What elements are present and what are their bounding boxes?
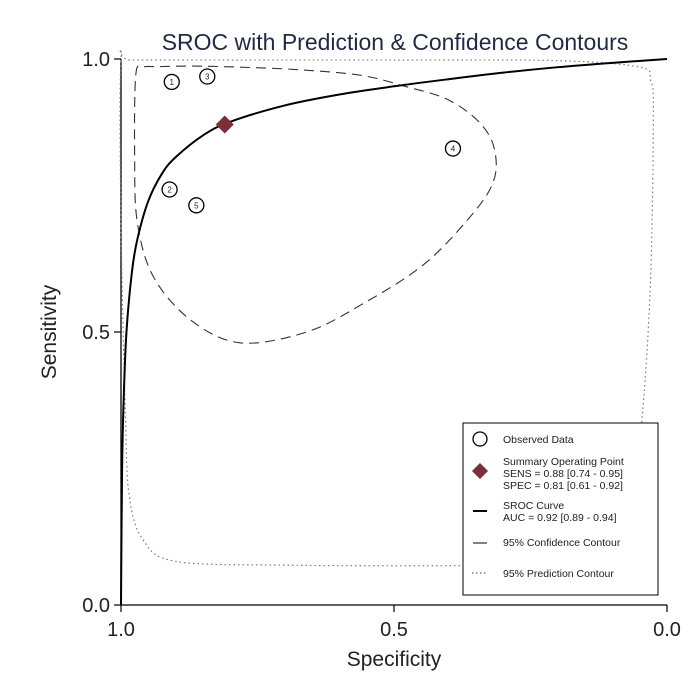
legend-sroc-title: SROC Curve [503, 500, 564, 512]
legend-confidence-label: 95% Confidence Contour [503, 537, 621, 549]
chart-title: SROC with Prediction & Confidence Contou… [162, 29, 629, 55]
legend-observed-label: Observed Data [503, 434, 574, 446]
study-marker [188, 197, 205, 214]
study-marker [161, 181, 178, 198]
study-label: 4 [451, 145, 456, 154]
y-tick-label: 0.5 [82, 322, 110, 344]
study-marker [163, 73, 180, 91]
study-label: 3 [205, 72, 210, 81]
study-point: 4 [444, 140, 462, 157]
legend-summary-sens: SENS = 0.88 [0.74 - 0.95] [503, 468, 623, 480]
legend-summary-marker [472, 463, 488, 479]
confidence-contour [133, 65, 497, 344]
x-tick-label: 0.0 [653, 619, 681, 641]
legend: Observed Data Summary Operating Point SE… [462, 422, 659, 596]
axis-ticks: 1.0 0.5 0.0 0.0 0.5 1.0 [82, 49, 681, 641]
study-point: 3 [199, 68, 216, 85]
study-label: 1 [170, 78, 175, 87]
legend-observed-marker [472, 431, 488, 447]
sroc-curve [120, 58, 668, 606]
summary-operating-point [215, 115, 234, 134]
study-point: 2 [161, 181, 178, 198]
prediction-contour [119, 48, 654, 568]
study-marker [199, 68, 216, 85]
study-marker [444, 140, 462, 157]
y-axis-label: Sensitivity [38, 284, 61, 379]
study-point: 5 [188, 197, 205, 214]
y-tick-label: 0.0 [82, 595, 110, 617]
legend-summary-title: Summary Operating Point [503, 456, 624, 468]
legend-prediction-label: 95% Prediction Contour [503, 568, 614, 580]
study-point: 1 [163, 73, 180, 91]
legend-sroc-auc: AUC = 0.92 [0.89 - 0.94] [503, 512, 617, 524]
x-axis-label: Specificity [347, 648, 442, 671]
x-tick-label: 0.5 [380, 619, 408, 641]
plot-area: 1 3 4 2 5 [119, 48, 668, 606]
study-label: 2 [167, 185, 172, 194]
x-tick-label: 1.0 [107, 619, 135, 641]
study-label: 5 [194, 201, 199, 210]
legend-box [462, 422, 659, 596]
legend-summary-spec: SPEC = 0.81 [0.61 - 0.92] [503, 480, 623, 492]
y-tick-label: 1.0 [82, 49, 110, 71]
